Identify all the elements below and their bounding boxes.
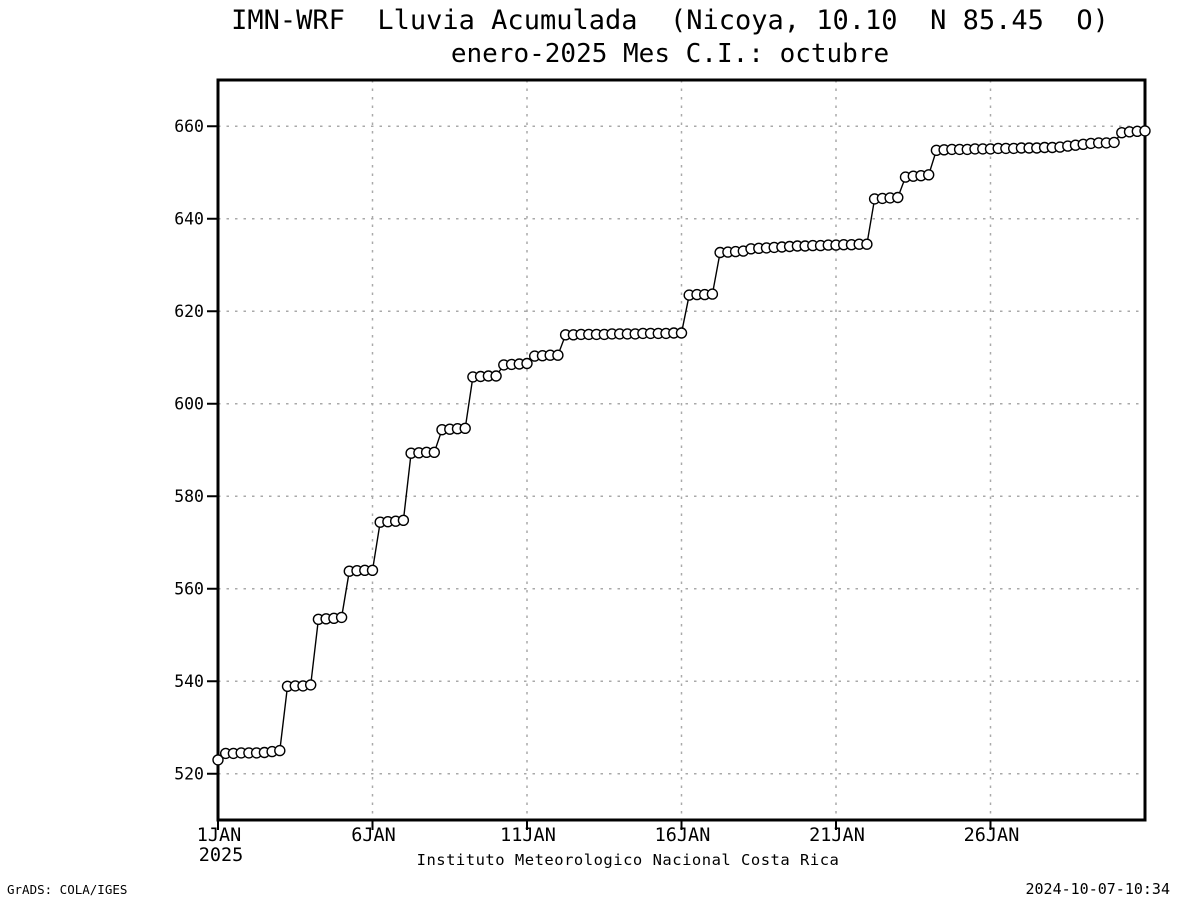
x-tick-label: 21JAN bbox=[809, 825, 865, 846]
y-tick-label: 620 bbox=[174, 302, 204, 321]
data-point-marker bbox=[274, 744, 286, 757]
x-tick-label: 26JAN bbox=[964, 825, 1020, 846]
data-point-marker bbox=[397, 514, 410, 526]
render-timestamp: 2024-10-07-10:34 bbox=[1025, 880, 1171, 898]
y-tick-label: 560 bbox=[174, 579, 204, 598]
data-point-marker bbox=[490, 370, 502, 382]
y-tick-label: 640 bbox=[174, 209, 204, 228]
data-point-marker bbox=[212, 754, 224, 766]
data-point-marker bbox=[305, 679, 317, 691]
data-point-marker bbox=[521, 357, 533, 370]
y-tick-label: 520 bbox=[174, 764, 204, 783]
plot-frame bbox=[216, 78, 1147, 822]
chart-title-block: IMN-WRF Lluvia Acumulada (Nicoya, 10.10 … bbox=[195, 5, 1145, 69]
x-axis-year-label: 2025 bbox=[199, 845, 244, 866]
y-tick-label: 580 bbox=[174, 487, 204, 506]
data-point-marker bbox=[892, 191, 904, 204]
x-tick-label: 1JAN bbox=[197, 825, 242, 846]
y-tick-label: 660 bbox=[174, 117, 204, 136]
data-point-marker bbox=[861, 238, 873, 250]
x-tick-label: 16JAN bbox=[655, 825, 711, 846]
y-tick-label: 540 bbox=[174, 672, 204, 691]
data-point-marker bbox=[428, 446, 440, 458]
data-point-marker bbox=[706, 288, 719, 300]
x-tick-label: 6JAN bbox=[351, 825, 396, 846]
data-point-marker bbox=[335, 611, 348, 624]
data-point-marker bbox=[923, 169, 935, 181]
grads-credit: GrADS: COLA/IGES bbox=[7, 882, 128, 897]
x-tick-label: 11JAN bbox=[500, 825, 556, 846]
data-point-marker bbox=[459, 422, 471, 434]
data-point-marker bbox=[675, 327, 688, 339]
data-point-marker bbox=[1139, 125, 1151, 137]
data-point-marker bbox=[552, 349, 564, 361]
data-point-marker bbox=[1108, 136, 1120, 149]
chart-title: IMN-WRF Lluvia Acumulada (Nicoya, 10.10 … bbox=[231, 5, 1109, 36]
data-point-marker bbox=[366, 564, 379, 576]
chart-subtitle: enero-2025 Mes C.I.: octubre bbox=[450, 39, 890, 69]
y-tick-label: 600 bbox=[174, 394, 204, 413]
x-axis-caption: Instituto Meteorologico Nacional Costa R… bbox=[416, 851, 840, 869]
